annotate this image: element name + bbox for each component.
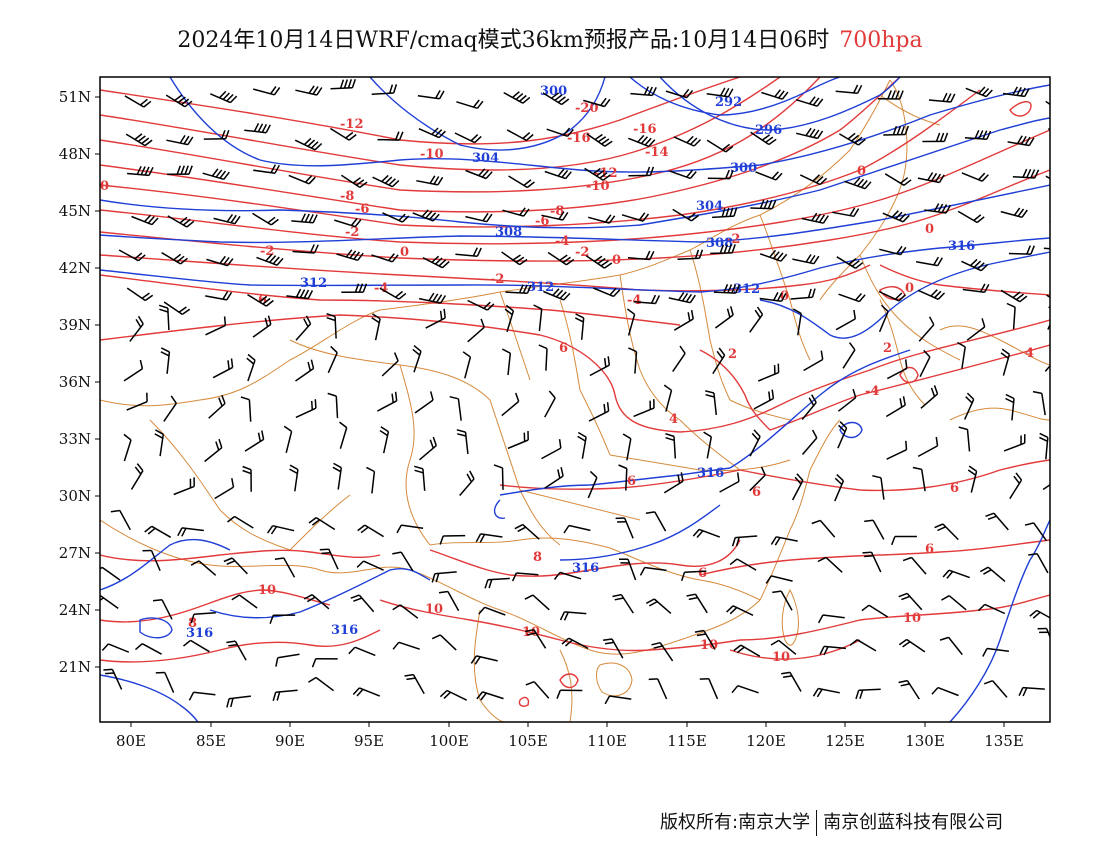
lon-label: 110E [587, 732, 627, 750]
height-label: 300 [730, 161, 757, 176]
height-label: 304 [696, 199, 723, 214]
temp-label: -2 [575, 245, 589, 260]
height-label: 312 [527, 280, 554, 295]
temp-label: -2 [345, 225, 359, 240]
temp-label: 4 [669, 412, 678, 427]
lat-label: 42N [59, 259, 91, 277]
height-label: 304 [472, 151, 499, 166]
temp-label: 2 [883, 341, 892, 356]
copyright-company: 南京创蓝科技有限公司 [823, 812, 1003, 833]
lat-label: 21N [59, 658, 91, 676]
temp-label: 10 [425, 602, 443, 617]
height-label: 316 [186, 626, 213, 641]
lon-label: 85E [196, 732, 226, 750]
wind-barb [1048, 119, 1073, 129]
temp-label: -2 [490, 272, 504, 287]
lon-label: 80E [116, 732, 146, 750]
temp-label: -4 [865, 384, 879, 399]
temp-label: -10 [586, 179, 610, 194]
lon-label: 105E [508, 732, 548, 750]
lon-label: 90E [275, 732, 305, 750]
height-label: 308 [495, 225, 522, 240]
temp-label: -10 [420, 147, 444, 162]
temp-label: -8 [550, 204, 564, 219]
temp-label: 6 [559, 341, 568, 356]
temp-label: -12 [340, 117, 364, 132]
temp-label: 0 [100, 179, 109, 194]
temp-label: -6 [355, 202, 369, 217]
lat-label: 39N [59, 316, 91, 334]
copyright-owner: 版权所有:南京大学 [660, 812, 810, 833]
lat-label: 51N [59, 88, 91, 106]
lon-label: 95E [354, 732, 384, 750]
temp-label: 6 [950, 481, 959, 496]
temp-label: -8 [340, 189, 354, 204]
lat-label: 30N [59, 487, 91, 505]
lon-label: 135E [984, 732, 1024, 750]
temp-label: -4 [555, 234, 569, 249]
lat-label: 48N [59, 145, 91, 163]
lon-axis: 80E 85E 90E 95E 100E 105E 110E 115E 120E… [116, 732, 1024, 750]
height-label: 292 [715, 95, 742, 110]
footer-separator [816, 810, 817, 836]
temp-label: 2 [728, 347, 737, 362]
height-label: 312 [300, 276, 327, 291]
temp-label: 4 [1025, 346, 1034, 361]
lon-label: 130E [905, 732, 945, 750]
height-label: 316 [697, 466, 724, 481]
temp-label: -16 [633, 122, 657, 137]
lon-label: 120E [746, 732, 786, 750]
lat-label: 33N [59, 430, 91, 448]
temp-label: 8 [533, 550, 542, 565]
temp-label: 0 [925, 222, 934, 237]
temp-label: 0 [857, 164, 866, 179]
temp-label: 10 [772, 650, 790, 665]
temp-label: 10 [258, 583, 276, 598]
temp-label: 0 [905, 281, 914, 296]
copyright-footer: 版权所有:南京大学南京创蓝科技有限公司 [660, 808, 1003, 836]
lon-label: 125E [825, 732, 865, 750]
height-label: 316 [331, 623, 358, 638]
height-label: 316 [572, 561, 599, 576]
lat-label: 45N [59, 202, 91, 220]
temp-label: 10 [522, 625, 540, 640]
lat-label: 24N [59, 601, 91, 619]
temp-label: 0 [400, 245, 409, 260]
temp-label: -2 [260, 244, 274, 259]
temp-label: 6 [698, 566, 707, 581]
temp-label: -14 [645, 145, 669, 160]
lat-label: 36N [59, 373, 91, 391]
temp-label: 6 [925, 542, 934, 557]
temp-label: 6 [627, 474, 636, 489]
temp-label: -4 [627, 293, 641, 308]
wind-barb [1049, 221, 1075, 233]
temp-label: 0 [612, 253, 621, 268]
lat-label: 27N [59, 544, 91, 562]
lon-label: 100E [429, 732, 469, 750]
temp-label: 10 [903, 611, 921, 626]
lon-label: 115E [667, 732, 707, 750]
height-label: 316 [948, 239, 975, 254]
lat-axis: 51N 48N 45N 42N 39N 36N 33N 30N 27N 24N … [59, 88, 91, 676]
